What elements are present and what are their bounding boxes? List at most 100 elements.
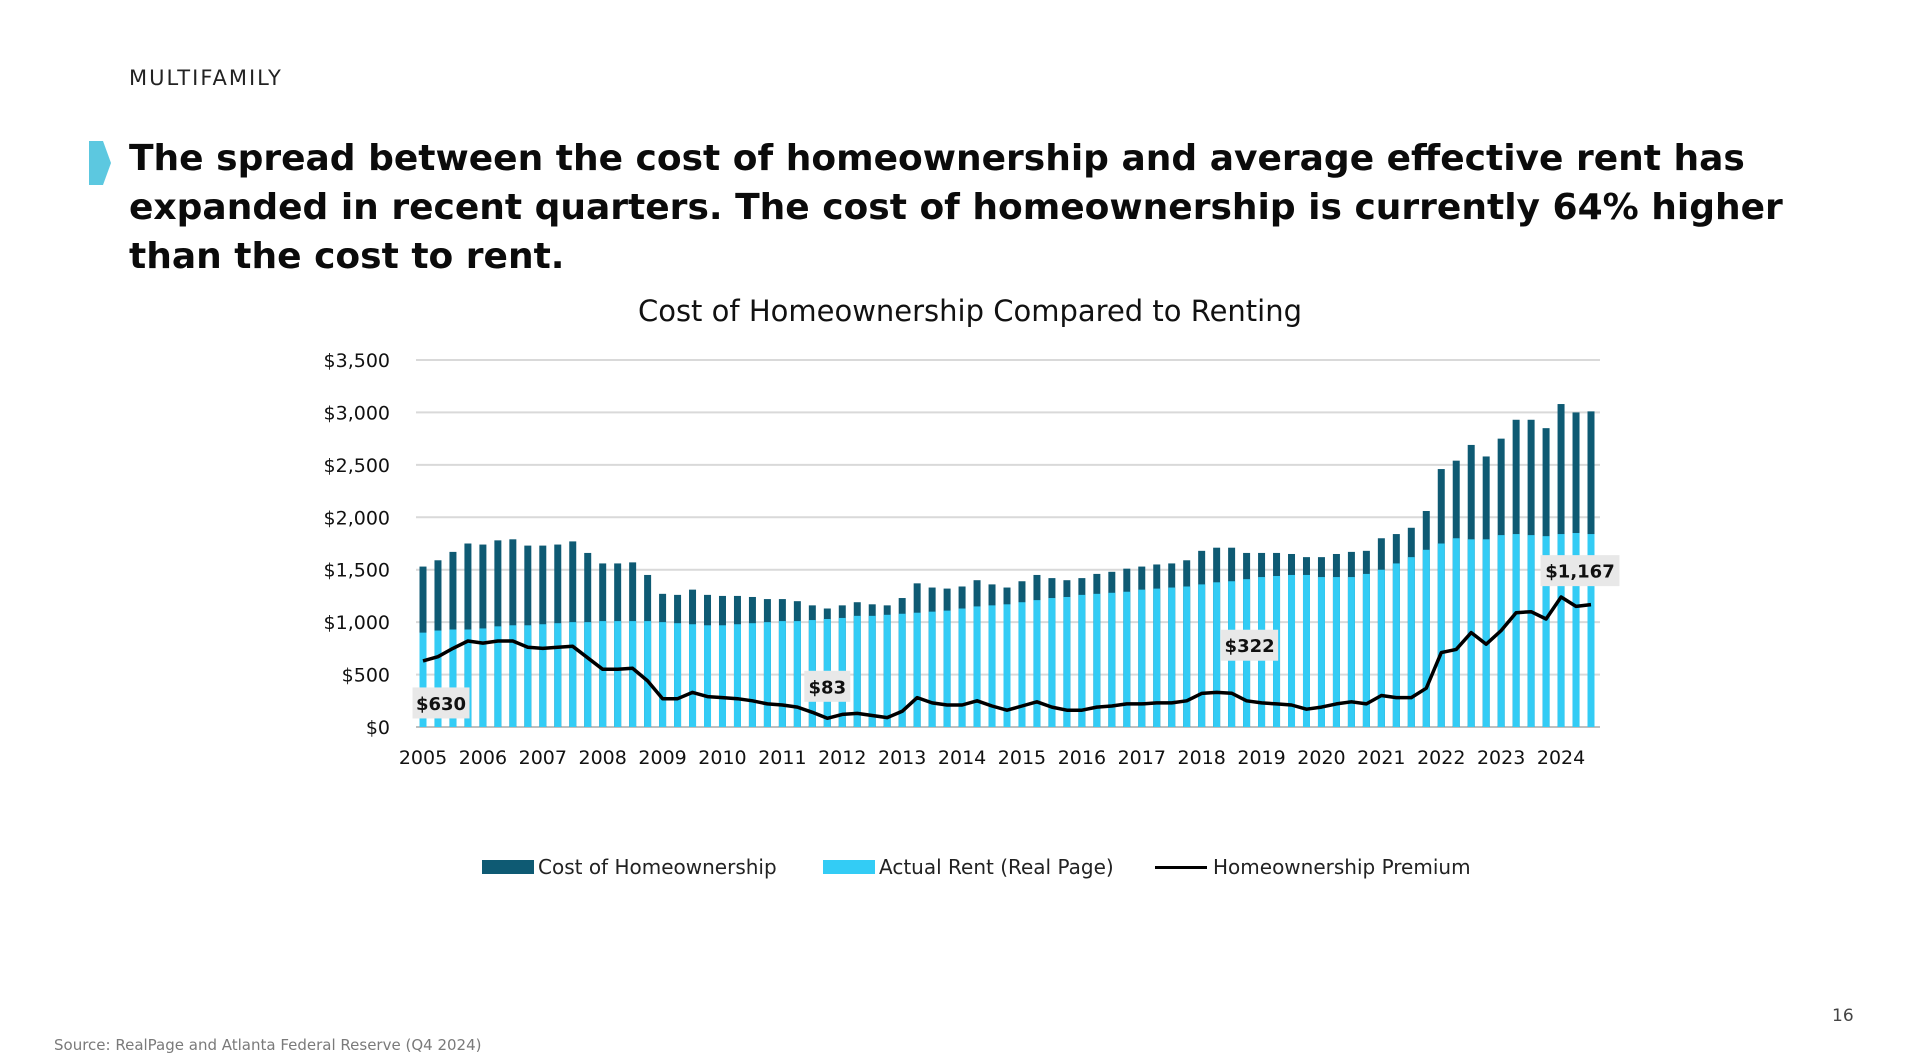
x-tick-label: 2010 [698, 747, 746, 769]
y-tick-label: $1,500 [324, 560, 390, 582]
rent-bar [449, 629, 457, 727]
legend-swatch-premium [1155, 865, 1207, 869]
rent-bar [868, 615, 876, 727]
rent-bar [1288, 574, 1296, 727]
callout-label: $322 [1225, 636, 1275, 657]
x-tick-label: 2018 [1177, 747, 1225, 769]
y-tick-label: $1,000 [324, 612, 390, 634]
rent-bar [958, 608, 966, 727]
y-tick-label: $3,500 [324, 350, 390, 372]
y-tick-label: $3,000 [324, 402, 390, 424]
rent-bar [509, 625, 517, 727]
rent-bar [539, 624, 547, 727]
rent-bar [928, 611, 936, 727]
rent-bar [898, 613, 906, 727]
legend-label-homeownership: Cost of Homeownership [538, 855, 777, 879]
x-tick-label: 2014 [938, 747, 986, 769]
rent-bar [419, 632, 427, 727]
rent-bar [913, 612, 921, 727]
rent-bar [1078, 594, 1086, 727]
x-tick-label: 2013 [878, 747, 926, 769]
rent-bar [1302, 574, 1310, 727]
x-tick-label: 2015 [998, 747, 1046, 769]
x-axis-tick-labels: 2005 2006 2007 2008 2009 2010 2011 2012 2013 2014… [399, 747, 1585, 769]
rent-bar [554, 623, 562, 727]
rent-bar [1168, 587, 1176, 727]
legend-swatch-homeownership [482, 860, 534, 874]
rent-bar [1198, 584, 1206, 727]
rent-bar [1512, 534, 1520, 727]
rent-bar [1123, 591, 1131, 727]
callout-label: $1,167 [1545, 562, 1614, 583]
legend-label-premium: Homeownership Premium [1213, 855, 1471, 879]
chevron-marker-icon [89, 141, 111, 185]
rent-bar [479, 628, 487, 727]
x-tick-label: 2009 [638, 747, 686, 769]
rent-bar [763, 622, 771, 727]
x-tick-label: 2005 [399, 747, 447, 769]
rent-bar [1093, 593, 1101, 727]
x-tick-label: 2006 [459, 747, 507, 769]
rent-bar [1422, 549, 1430, 727]
rent-bar [1033, 600, 1041, 727]
rent-bar [748, 623, 756, 727]
legend-homeownership: Cost of Homeownership [482, 855, 777, 879]
rent-bar [614, 621, 622, 727]
rent-bar [689, 624, 697, 727]
rent-bar [434, 630, 442, 727]
rent-bar [778, 621, 786, 727]
rent-bar [853, 615, 861, 727]
rent-bar [1063, 596, 1071, 727]
legend-label-rent: Actual Rent (Real Page) [879, 855, 1114, 879]
source-note: Source: RealPage and Atlanta Federal Res… [54, 1036, 482, 1054]
rent-bar [704, 625, 712, 727]
x-tick-label: 2020 [1297, 747, 1345, 769]
page-number: 16 [1832, 1006, 1854, 1026]
rent-bar [629, 621, 637, 727]
rent-bar [1452, 538, 1460, 727]
x-tick-label: 2023 [1477, 747, 1525, 769]
x-tick-label: 2011 [758, 747, 806, 769]
x-tick-label: 2012 [818, 747, 866, 769]
rent-bar [1587, 534, 1595, 727]
rent-bar [1482, 539, 1490, 727]
premium-line-layer [422, 595, 1592, 721]
rent-bar [494, 626, 502, 727]
rent-bar [1138, 589, 1146, 727]
rent-bar [1317, 577, 1325, 727]
chart-legend: Cost of Homeownership Actual Rent (Real … [0, 855, 1913, 885]
rent-bar [1003, 604, 1011, 727]
rent-bar [569, 622, 577, 727]
callout-label: $630 [416, 694, 466, 715]
x-tick-label: 2021 [1357, 747, 1405, 769]
y-tick-label: $500 [342, 665, 390, 687]
rent-bars [419, 533, 1595, 727]
x-tick-label: 2017 [1118, 747, 1166, 769]
rent-bar [1362, 573, 1370, 727]
headline: The spread between the cost of homeowner… [129, 138, 1783, 277]
rent-bar [1347, 577, 1355, 727]
rent-bar [973, 606, 981, 727]
rent-bar [644, 621, 652, 727]
chart-title: Cost of Homeownership Compared to Rentin… [638, 294, 1302, 328]
x-tick-label: 2022 [1417, 747, 1465, 769]
rent-bar [1377, 569, 1385, 727]
rent-bar [943, 610, 951, 727]
rent-bar [464, 629, 472, 727]
rent-bar [1183, 586, 1191, 727]
rent-bar [1048, 598, 1056, 727]
x-tick-label: 2019 [1237, 747, 1285, 769]
y-tick-label: $0 [366, 717, 390, 739]
rent-bar [1153, 588, 1161, 727]
premium-line [422, 595, 1592, 721]
rent-bar [1407, 557, 1415, 727]
callout-label: $83 [809, 677, 847, 698]
rent-bar [718, 625, 726, 727]
rent-bar [1542, 536, 1550, 727]
callouts: $630 $83 $322 $1,167 [412, 555, 1620, 719]
section-label: MULTIFAMILY [129, 66, 283, 90]
x-tick-label: 2024 [1537, 747, 1585, 769]
rent-bar [1392, 563, 1400, 727]
legend-premium: Homeownership Premium [1155, 855, 1471, 879]
